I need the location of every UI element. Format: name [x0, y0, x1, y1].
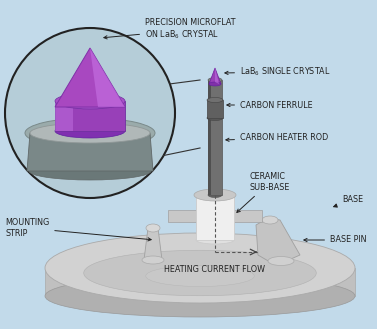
Ellipse shape	[268, 257, 294, 266]
Ellipse shape	[29, 162, 151, 180]
Ellipse shape	[30, 123, 150, 143]
Ellipse shape	[207, 97, 223, 103]
Polygon shape	[208, 80, 222, 195]
Polygon shape	[207, 100, 223, 118]
Ellipse shape	[262, 216, 278, 224]
Ellipse shape	[196, 236, 234, 244]
Ellipse shape	[146, 266, 254, 287]
Text: CARBON FERRULE: CARBON FERRULE	[227, 100, 313, 110]
Polygon shape	[209, 68, 221, 84]
Text: PRECISION MICROFLAT
ON LaB$_6$ CRYSTAL: PRECISION MICROFLAT ON LaB$_6$ CRYSTAL	[104, 18, 236, 41]
Circle shape	[5, 28, 175, 198]
Ellipse shape	[207, 115, 223, 120]
Ellipse shape	[25, 118, 155, 148]
Text: BASE: BASE	[334, 195, 363, 207]
Ellipse shape	[208, 78, 222, 83]
Ellipse shape	[55, 124, 125, 138]
Polygon shape	[55, 101, 125, 131]
Text: HEATING CURRENT FLOW: HEATING CURRENT FLOW	[164, 265, 265, 274]
Text: CERAMIC
SUB-BASE: CERAMIC SUB-BASE	[237, 172, 290, 213]
Polygon shape	[208, 80, 211, 195]
Text: LaB$_6$ SINGLE CRYSTAL: LaB$_6$ SINGLE CRYSTAL	[225, 66, 331, 78]
Ellipse shape	[45, 233, 355, 303]
Text: CARBON HEATER ROD: CARBON HEATER ROD	[226, 134, 328, 142]
Ellipse shape	[194, 189, 236, 201]
Polygon shape	[55, 101, 73, 131]
Text: BASE PIN: BASE PIN	[304, 236, 366, 244]
Ellipse shape	[84, 250, 316, 296]
Ellipse shape	[200, 214, 230, 226]
Polygon shape	[230, 210, 262, 222]
Polygon shape	[215, 68, 219, 84]
Polygon shape	[144, 228, 162, 260]
Polygon shape	[196, 195, 234, 240]
Ellipse shape	[209, 82, 221, 86]
Ellipse shape	[208, 192, 222, 197]
Polygon shape	[90, 48, 125, 107]
Polygon shape	[27, 133, 153, 171]
Ellipse shape	[142, 256, 164, 264]
Polygon shape	[55, 48, 125, 107]
Polygon shape	[256, 218, 300, 262]
Text: MOUNTING
STRIP: MOUNTING STRIP	[5, 218, 151, 241]
Ellipse shape	[196, 190, 234, 200]
Polygon shape	[45, 268, 355, 296]
Polygon shape	[168, 210, 200, 222]
Ellipse shape	[55, 93, 125, 109]
Ellipse shape	[146, 224, 160, 232]
Ellipse shape	[45, 275, 355, 317]
